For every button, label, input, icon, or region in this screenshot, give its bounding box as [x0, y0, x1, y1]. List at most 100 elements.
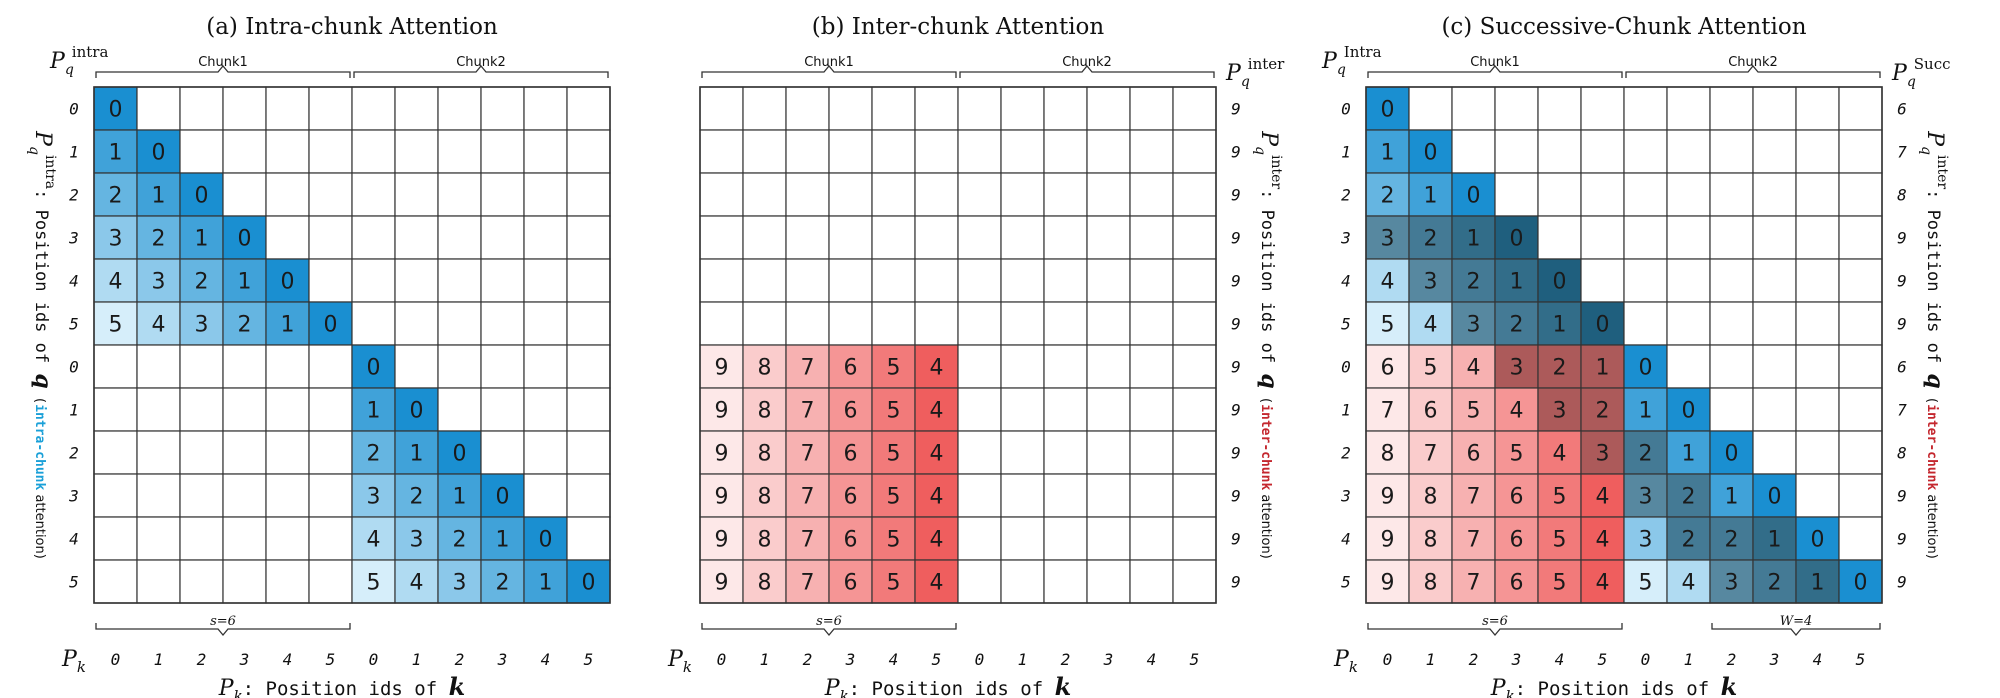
grid-cell	[308, 473, 353, 518]
caption-p: P	[1490, 676, 1507, 698]
cell-value: 5	[887, 528, 901, 553]
cell-value: 0	[410, 399, 424, 424]
grid-cell	[957, 86, 1002, 131]
grid-cell	[1580, 129, 1625, 174]
row-id: 5	[1341, 573, 1351, 592]
grid-cell	[1752, 86, 1797, 131]
cell-value: 0	[582, 571, 596, 596]
grid-cell	[1043, 129, 1088, 174]
grid-cell	[1752, 344, 1797, 389]
cell-value: 7	[801, 571, 815, 596]
cell-value: 4	[1596, 528, 1610, 553]
cell-value: 2	[367, 442, 381, 467]
pk-sub: k	[1349, 658, 1358, 676]
grid-cell	[566, 301, 611, 346]
row-id: 1	[1341, 401, 1351, 420]
left-header-sup: intra	[72, 43, 109, 61]
col-id: 1	[1018, 650, 1028, 669]
grid-cell	[1623, 559, 1668, 604]
grid-cell	[957, 430, 1002, 475]
grid-cell	[351, 387, 396, 432]
chunk2-brace	[1625, 64, 1881, 78]
pk-label: Pk	[1333, 647, 1358, 676]
grid-cell	[222, 473, 267, 518]
grid-cell	[914, 473, 959, 518]
right-header-base: P	[1225, 61, 1242, 86]
cell-value: 2	[109, 184, 123, 209]
grid-cell	[1752, 172, 1797, 217]
grid-cell	[480, 387, 525, 432]
right-header-sub: q	[1907, 74, 1916, 90]
grid-cell	[1752, 301, 1797, 346]
grid-cell	[1043, 86, 1088, 131]
grid-cell	[566, 344, 611, 389]
pk-sub: k	[77, 658, 86, 676]
cell-value: 2	[1725, 528, 1739, 553]
grid-cell	[1709, 387, 1754, 432]
chunk1-brace	[701, 64, 957, 78]
grid-cell	[914, 172, 959, 217]
col-id: 2	[1061, 650, 1071, 669]
grid-cell	[523, 344, 568, 389]
ycap-open: (	[1924, 396, 1939, 404]
cell-value: 8	[758, 571, 772, 596]
ycap-text: : Position ids of	[1923, 189, 1943, 373]
cell-value: 9	[715, 356, 729, 381]
grid-cell	[699, 86, 744, 131]
col-id: 3	[845, 650, 856, 669]
row-id: 4	[69, 530, 79, 549]
grid-cell	[1838, 516, 1883, 561]
cell-value: 2	[238, 313, 252, 338]
grid-cell	[394, 344, 439, 389]
grid-cell	[394, 258, 439, 303]
grid-cell	[308, 172, 353, 217]
grid-cell	[1000, 172, 1045, 217]
col-id: 0	[975, 650, 985, 669]
w-label: W=4	[1780, 614, 1813, 629]
grid-cell	[1709, 258, 1754, 303]
grid-cell	[742, 301, 787, 346]
right-row-id: 9	[1231, 143, 1241, 162]
grid-cell	[957, 215, 1002, 260]
grid-cell	[523, 430, 568, 475]
cell-value: 1	[195, 227, 209, 252]
grid-cell	[179, 172, 224, 217]
grid-cell	[351, 129, 396, 174]
grid-cell	[136, 559, 181, 604]
cell-value: 2	[1682, 485, 1696, 510]
grid-cell	[785, 129, 830, 174]
cell-value: 5	[1553, 485, 1567, 510]
grid-cell	[1838, 344, 1883, 389]
grid-cell	[136, 258, 181, 303]
cell-value: 0	[238, 227, 252, 252]
grid-cell	[265, 516, 310, 561]
grid-cell	[1129, 430, 1174, 475]
grid-cell	[1709, 215, 1754, 260]
s-label: s=6	[1482, 614, 1508, 629]
col-id: 0	[1641, 650, 1651, 669]
cell-value: 0	[1768, 485, 1782, 510]
grid-cell	[1494, 86, 1539, 131]
cell-value: 5	[367, 571, 381, 596]
grid-cell	[179, 559, 224, 604]
cell-value: 2	[195, 270, 209, 295]
caption-sub: k	[1506, 687, 1515, 698]
grid-cell	[265, 301, 310, 346]
grid-cell	[351, 86, 396, 131]
cell-value: 0	[1510, 227, 1524, 252]
cell-value: 1	[1381, 141, 1395, 166]
grid-cell	[1043, 430, 1088, 475]
grid-cell	[1408, 430, 1453, 475]
col-id: 3	[497, 650, 508, 669]
cell-value: 4	[930, 485, 944, 510]
col-id: 2	[455, 650, 465, 669]
cell-value: 8	[758, 528, 772, 553]
cell-value: 0	[453, 442, 467, 467]
grid-cell	[566, 215, 611, 260]
right-row-id: 9	[1897, 315, 1907, 334]
grid-cell	[222, 172, 267, 217]
right-row-id: 9	[1231, 401, 1241, 420]
right-row-id: 9	[1897, 573, 1907, 592]
grid-cell	[93, 430, 138, 475]
cell-value: 9	[1381, 571, 1395, 596]
